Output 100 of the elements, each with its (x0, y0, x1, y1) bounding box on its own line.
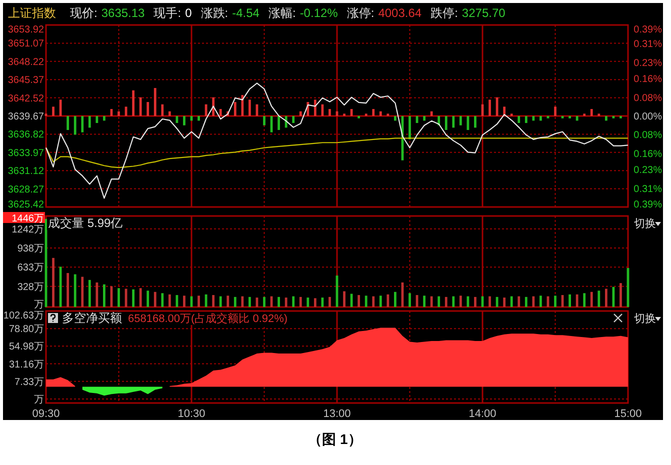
y-tick-label: 3653.92 (8, 24, 44, 36)
y2-tick-label: 0.00% (634, 112, 662, 122)
bar (394, 292, 396, 307)
bar (248, 296, 251, 307)
bar (66, 273, 70, 307)
y2-tick-label: 0.39% (634, 200, 662, 210)
bar (598, 290, 600, 307)
y-tick-label: 3628.27 (8, 184, 44, 196)
bar (452, 296, 455, 307)
bar (372, 296, 375, 307)
bar (59, 100, 62, 116)
y-tick-label: 3625.42 (8, 200, 44, 210)
bar (568, 294, 571, 307)
bar (154, 88, 156, 116)
bar (96, 116, 98, 123)
y-tick-label: 3633.97 (8, 148, 44, 159)
bar (168, 294, 171, 307)
bar (452, 116, 455, 128)
y-tick-label: 1446万 (12, 214, 44, 224)
y2-tick-label: 0.31% (634, 39, 662, 50)
bar (248, 100, 251, 116)
bar (139, 97, 142, 116)
bar (423, 296, 426, 307)
bar (379, 111, 382, 116)
x-tick-label: 14:00 (468, 408, 496, 420)
y-tick-label: 7.33万 (14, 376, 44, 388)
bar (604, 116, 608, 121)
bar (226, 296, 230, 307)
x-tick-label: 09:30 (32, 408, 60, 420)
bar (88, 116, 91, 128)
bar (496, 296, 498, 307)
bar (52, 258, 54, 307)
y-tick-label: 万 (34, 394, 44, 406)
text: 3275.70 (462, 6, 506, 20)
bar (358, 295, 360, 307)
bar (394, 116, 396, 121)
bar (284, 298, 288, 307)
text: 切换 (634, 217, 656, 230)
bar (620, 283, 622, 307)
y-tick-label: 万 (34, 300, 44, 310)
chart-subtitle: 658168.00万(占成交额比 0.92%) (128, 312, 288, 325)
bar (524, 116, 528, 123)
bar (234, 296, 236, 307)
bar (430, 296, 433, 307)
y-tick-label: 3642.52 (8, 93, 44, 104)
text: 3635.13 (101, 6, 146, 20)
bar (379, 296, 382, 307)
y-tick-label: 78.80万 (8, 324, 44, 336)
bar (263, 116, 266, 126)
bar (219, 109, 222, 116)
bar (278, 296, 280, 307)
bar (444, 296, 448, 307)
y-tick-label: 3648.22 (8, 56, 44, 68)
bar (423, 116, 426, 121)
bar (590, 109, 593, 116)
bar (408, 293, 411, 307)
bar (364, 296, 368, 307)
bar (132, 289, 134, 307)
bar (161, 293, 164, 307)
y-tick-label: 1242万 (12, 224, 44, 236)
bar (52, 106, 54, 116)
line-series (45, 82, 629, 199)
bar (118, 288, 120, 307)
y-tick-label: 938万 (17, 243, 44, 254)
y-tick-label: 3636.82 (8, 130, 44, 141)
bar (219, 296, 222, 307)
bar (139, 288, 142, 307)
bar (204, 104, 208, 116)
y-tick-label: 31.16万 (8, 359, 44, 370)
bar (198, 116, 200, 121)
bar (204, 294, 208, 307)
y2-tick-label: 0.08% (634, 92, 662, 104)
bar (503, 298, 506, 307)
bar (146, 290, 150, 307)
text: 跌停: (430, 6, 458, 20)
bar (241, 296, 244, 307)
bar (524, 296, 528, 307)
bar (314, 298, 316, 307)
y-tick-label: 3645.37 (8, 75, 44, 86)
bar (583, 293, 586, 307)
text: 涨幅: (268, 6, 296, 20)
bar (168, 111, 171, 116)
bar (444, 116, 448, 130)
bar (263, 296, 266, 307)
bar (241, 95, 244, 116)
bar (604, 288, 608, 307)
y2-tick-label: 0.16% (634, 148, 662, 160)
bar (74, 116, 76, 135)
bar (306, 298, 310, 307)
bar (474, 116, 476, 128)
bar (496, 97, 498, 116)
chart-title: 多空净买额 (62, 311, 122, 325)
bar (488, 296, 491, 307)
bar (459, 116, 462, 126)
bar (88, 280, 91, 307)
bar (183, 116, 186, 126)
bar (66, 116, 70, 130)
text: 涨停: (346, 6, 374, 20)
bar (350, 294, 353, 307)
bar (372, 109, 375, 116)
